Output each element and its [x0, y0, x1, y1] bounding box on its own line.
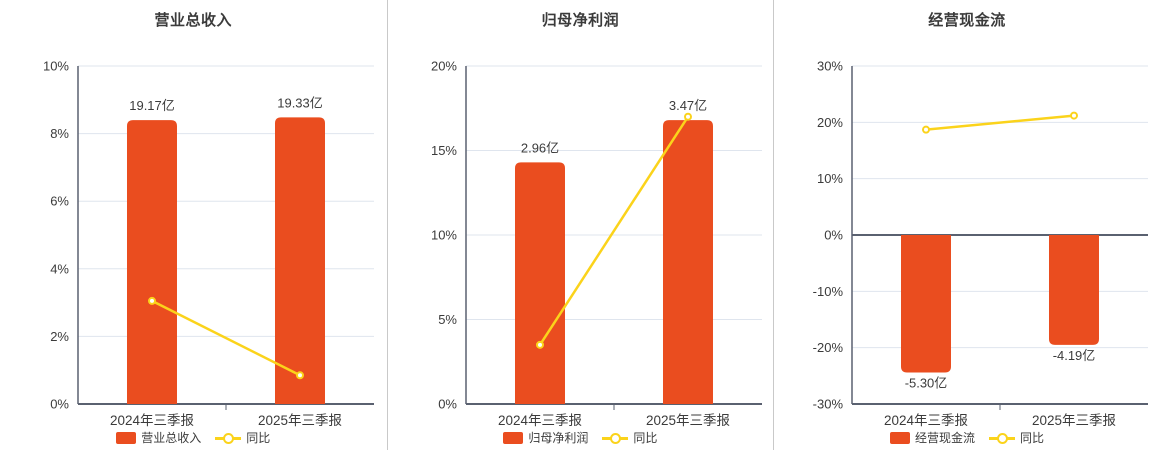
y-axis-tick-label: 0% — [50, 396, 69, 411]
bar[interactable] — [514, 162, 565, 404]
legend-item-bar[interactable]: 经营现金流 — [889, 431, 975, 445]
bar[interactable] — [1049, 234, 1100, 345]
chart-plot-area: 0% 2% 4% 6% 8% 10% 19.17亿 19.33亿 2024年三季报 2025年三季… — [0, 0, 387, 450]
y-axis-tick-label: 10% — [431, 227, 457, 242]
chart-svg: 0% 5% 10% 15% 20% 2.96亿 3.47亿 2024年三季报 2025年三季报 — [431, 59, 762, 428]
y-axis-tick-label: 30% — [817, 59, 843, 74]
bar-value-label: 3.47亿 — [668, 98, 706, 113]
chart-legend: 经营现金流 同比 — [774, 432, 1160, 444]
legend-line-swatch-icon — [988, 432, 1015, 444]
panel-title: 经营现金流 — [928, 12, 1006, 29]
chart-plot-area: 0% 5% 10% 15% 20% 2.96亿 3.47亿 2024年三季报 2025年三季报 — [388, 0, 774, 450]
chart-panel-operating-cash-flow: 经营现金流 -30% -20% -10% 0% 10% 20% 30% -5.30亿 -4.19… — [773, 0, 1160, 450]
legend-bar-swatch-icon — [889, 432, 910, 444]
legend-line-swatch-icon — [215, 432, 242, 444]
legend-bar-swatch-icon — [116, 432, 137, 444]
trend-line — [926, 114, 1075, 131]
legend-line-label: 同比 — [246, 431, 271, 445]
bar-value-label: 19.33亿 — [277, 95, 322, 110]
y-axis-tick-label: 8% — [50, 126, 69, 141]
legend-item-bar[interactable]: 营业总收入 — [116, 432, 201, 444]
bar[interactable] — [274, 117, 325, 404]
bar[interactable] — [662, 120, 713, 404]
legend-item-bar[interactable]: 归母净利润 — [503, 432, 588, 444]
chart-plot-area: -30% -20% -10% 0% 10% 20% 30% -5.30亿 -4.19亿 2024年… — [774, 0, 1160, 450]
bar[interactable] — [901, 234, 952, 373]
x-axis-category-label: 2025年三季报 — [258, 413, 342, 428]
bar-value-label: -5.30亿 — [905, 375, 948, 390]
y-axis-tick-label: 4% — [50, 261, 69, 276]
legend-bar-label: 归母净利润 — [528, 431, 589, 445]
y-axis-tick-label: -30% — [813, 396, 844, 411]
legend-item-line[interactable]: 同比 — [602, 432, 657, 444]
y-axis-tick-label: 5% — [438, 312, 457, 327]
x-axis-category-label: 2024年三季报 — [110, 413, 194, 428]
x-axis-category-label: 2025年三季报 — [646, 413, 730, 428]
y-axis-tick-label: 10% — [817, 171, 843, 186]
legend-line-label: 同比 — [1019, 431, 1044, 445]
chart-legend: 营业总收入 同比 — [0, 432, 387, 444]
chart-svg: 0% 2% 4% 6% 8% 10% 19.17亿 19.33亿 2024年三季报 2025年三季… — [43, 59, 374, 428]
chart-panel-revenue: 营业总收入 0% 2% 4% 6% 8% 10% 19.17亿 19.33亿 2024年三季报 2… — [0, 0, 387, 450]
y-axis-tick-label: -20% — [813, 340, 844, 355]
chart-svg: -30% -20% -10% 0% 10% 20% 30% -5.30亿 -4.19亿 2024年… — [813, 59, 1149, 428]
bar[interactable] — [126, 120, 177, 404]
x-axis-category-label: 2024年三季报 — [498, 413, 582, 428]
legend-line-swatch-icon — [602, 432, 629, 444]
chart-panel-net-profit: 归母净利润 0% 5% 10% 15% 20% 2.96亿 3.47亿 2024年三季报 202… — [386, 0, 774, 450]
legend-item-line[interactable]: 同比 — [988, 431, 1044, 445]
y-axis-tick-label: 10% — [43, 59, 69, 74]
bar-value-label: -4.19亿 — [1053, 348, 1096, 363]
chart-legend: 归母净利润 同比 — [388, 432, 774, 444]
x-axis-category-label: 2024年三季报 — [884, 413, 968, 428]
y-axis-tick-label: 20% — [817, 115, 843, 130]
y-axis-tick-label: -10% — [813, 284, 844, 299]
line-marker-point[interactable] — [922, 125, 931, 134]
y-axis-tick-label: 0% — [824, 227, 843, 242]
bar-value-label: 19.17亿 — [129, 98, 174, 113]
y-axis-tick-label: 20% — [431, 59, 457, 74]
trend-line — [151, 299, 301, 377]
line-marker-point[interactable] — [683, 112, 692, 121]
trend-line — [538, 116, 689, 346]
legend-bar-label: 营业总收入 — [141, 431, 202, 445]
line-marker-point[interactable] — [1070, 111, 1079, 120]
legend-line-label: 同比 — [633, 431, 658, 445]
y-axis-tick-label: 6% — [50, 194, 69, 209]
panel-title: 归母净利润 — [541, 12, 620, 29]
y-axis-tick-label: 2% — [50, 329, 69, 344]
x-axis-category-label: 2025年三季报 — [1032, 413, 1116, 428]
line-marker-point[interactable] — [295, 371, 304, 380]
line-marker-point[interactable] — [147, 296, 156, 305]
bar-value-label: 2.96亿 — [520, 140, 558, 155]
panel-title: 营业总收入 — [154, 12, 233, 29]
legend-item-line[interactable]: 同比 — [215, 432, 270, 444]
legend-bar-swatch-icon — [503, 432, 524, 444]
y-axis-tick-label: 0% — [438, 396, 457, 411]
y-axis-tick-label: 15% — [431, 143, 457, 158]
legend-bar-label: 经营现金流 — [914, 431, 975, 445]
line-marker-point[interactable] — [535, 340, 544, 349]
